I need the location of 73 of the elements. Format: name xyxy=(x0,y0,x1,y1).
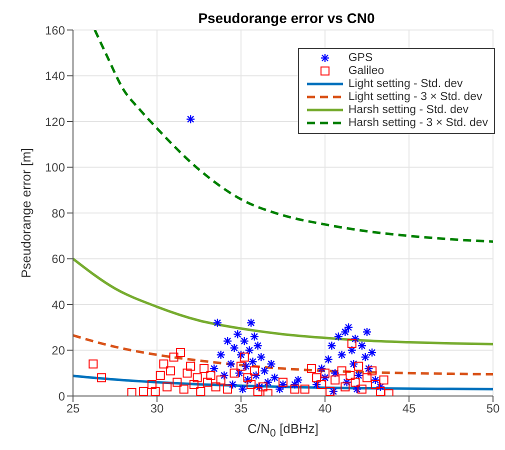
legend-label: GPS xyxy=(348,52,373,64)
y-tick-label: 20 xyxy=(52,344,66,358)
point xyxy=(147,380,156,390)
point xyxy=(216,375,226,384)
point xyxy=(330,375,340,384)
point xyxy=(320,368,330,378)
point xyxy=(340,382,350,392)
point xyxy=(211,382,220,392)
point xyxy=(384,389,394,396)
y-tick-label: 120 xyxy=(44,114,66,129)
x-tick-label: 40 xyxy=(318,402,332,416)
point xyxy=(312,373,322,382)
point xyxy=(368,366,377,376)
point xyxy=(176,348,186,358)
point xyxy=(362,373,372,382)
point xyxy=(337,366,346,376)
point xyxy=(307,364,316,374)
point xyxy=(192,373,202,382)
point xyxy=(156,370,165,380)
y-tick-label: 80 xyxy=(52,206,66,220)
point xyxy=(230,368,239,378)
x-tick-label: 50 xyxy=(486,402,500,416)
point xyxy=(354,362,364,371)
y-tick-label: 100 xyxy=(44,160,66,175)
point xyxy=(196,386,206,396)
point xyxy=(347,338,356,348)
point xyxy=(186,362,196,371)
legend-label: Harsh setting - Std. dev xyxy=(348,104,468,116)
point xyxy=(127,388,136,396)
y-tick-label: 140 xyxy=(44,69,66,84)
x-tick-label: 35 xyxy=(234,402,248,416)
x-tick-label: 25 xyxy=(66,402,80,416)
point xyxy=(370,380,380,390)
legend-label: Light setting - 3 × Std. dev xyxy=(348,91,482,104)
line-series xyxy=(73,258,493,346)
line-series xyxy=(94,30,493,243)
x-tick-label: 45 xyxy=(402,402,416,416)
point xyxy=(202,378,212,387)
point xyxy=(300,384,310,394)
point xyxy=(200,364,209,374)
point xyxy=(223,384,232,394)
point xyxy=(357,384,366,394)
point xyxy=(169,352,178,362)
x-tick-label: 30 xyxy=(150,402,164,416)
point xyxy=(88,359,98,368)
y-axis-title: Pseudorange error [m] xyxy=(18,148,34,278)
point xyxy=(246,380,256,390)
point xyxy=(317,380,326,390)
point xyxy=(182,368,192,378)
point xyxy=(150,386,160,396)
point xyxy=(179,384,188,394)
point xyxy=(326,386,335,396)
point xyxy=(139,386,148,396)
point xyxy=(97,373,106,382)
point xyxy=(162,382,172,392)
point xyxy=(379,375,388,384)
point xyxy=(172,378,182,387)
point xyxy=(206,370,216,380)
y-tick-label: 0 xyxy=(58,389,66,404)
y-tick-label: 60 xyxy=(52,252,66,266)
legend-label: Light setting - Std. dev xyxy=(348,78,463,90)
point xyxy=(350,378,360,387)
legend-label: Galileo xyxy=(348,65,384,78)
y-tick-label: 40 xyxy=(52,298,66,312)
legend-label: Harsh setting - 3 × Std. dev xyxy=(348,117,488,130)
chart-title: Pseudorange error vs CN0 xyxy=(197,10,376,26)
point xyxy=(159,359,168,368)
point xyxy=(166,366,175,376)
x-axis-title: C/N$_{0}$ [dBHz] xyxy=(246,421,320,440)
point xyxy=(263,389,272,396)
point xyxy=(346,370,355,380)
y-tick-label: 160 xyxy=(44,23,66,38)
point xyxy=(189,380,198,390)
